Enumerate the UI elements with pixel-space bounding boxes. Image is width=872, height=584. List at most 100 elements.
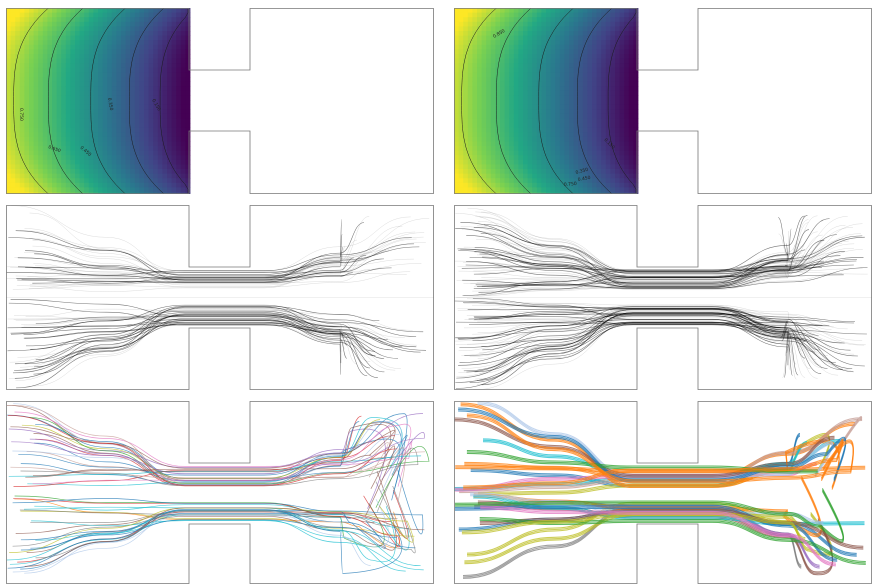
potential-field-right: 0.850 0.150 0.350 0.450 0.750 — [454, 8, 872, 194]
trajectory — [19, 509, 398, 519]
streamline — [457, 215, 805, 272]
trajectory-group — [6, 403, 430, 574]
domain-outline — [6, 8, 434, 194]
streamline — [10, 304, 373, 356]
streamline — [479, 308, 820, 351]
streamline-group — [6, 205, 430, 389]
streamline — [463, 319, 834, 329]
streamline — [13, 308, 372, 344]
contour-line — [129, 8, 165, 194]
trajectory — [20, 513, 351, 541]
streamline — [466, 315, 843, 344]
streamline — [454, 241, 802, 282]
streamline — [6, 257, 351, 284]
streamline — [25, 250, 367, 281]
streamline — [477, 258, 795, 286]
trajectory-group — [454, 401, 866, 579]
streamline — [481, 252, 863, 277]
streamline — [12, 251, 390, 290]
trajectory — [454, 505, 838, 559]
trajectory — [460, 405, 840, 490]
streamline — [34, 219, 342, 278]
streamline — [473, 315, 865, 346]
streamline — [8, 302, 348, 346]
trajectory — [8, 455, 422, 477]
streamline — [10, 259, 367, 279]
trajectory — [454, 488, 844, 541]
streamline — [476, 308, 828, 385]
streamlines-gray-left — [6, 205, 434, 390]
streamline — [473, 251, 845, 289]
trajectory — [26, 470, 397, 553]
streamline — [472, 298, 793, 376]
streamline — [30, 245, 346, 287]
contour-label: 0.850 — [492, 28, 506, 40]
streamline — [19, 308, 357, 368]
streamline — [473, 262, 822, 272]
streamline — [458, 239, 848, 281]
streamline — [477, 221, 805, 271]
streamline — [454, 304, 851, 371]
streamline — [474, 217, 789, 278]
contour-line — [13, 8, 49, 194]
streamline — [459, 309, 791, 363]
streamline — [15, 316, 371, 352]
streamline — [455, 213, 808, 278]
trajectories-colored-right — [454, 401, 872, 584]
streamline — [477, 311, 803, 351]
domain-outline — [6, 205, 434, 390]
streamline — [468, 314, 851, 351]
streamline — [456, 308, 866, 377]
trajectory — [479, 509, 864, 547]
streamline — [458, 324, 858, 366]
streamline — [23, 324, 427, 351]
streamline — [21, 319, 371, 362]
streamline — [29, 216, 411, 272]
streamline — [477, 267, 868, 289]
streamline — [462, 302, 854, 373]
streamline — [475, 323, 797, 380]
trajectory — [458, 408, 847, 482]
trajectory — [480, 505, 836, 564]
contour-line — [577, 8, 613, 194]
streamline — [477, 313, 819, 381]
trajectory — [32, 423, 412, 485]
contour-label: 0.350 — [575, 167, 589, 176]
trajectory — [480, 506, 836, 565]
streamline — [16, 318, 385, 389]
streamline — [459, 321, 830, 348]
trajectory — [14, 411, 413, 487]
streamline — [21, 246, 344, 283]
streamline — [474, 316, 795, 340]
trajectory — [7, 509, 403, 574]
streamline — [481, 243, 843, 286]
streamline — [32, 239, 370, 284]
trajectory — [31, 520, 406, 572]
trajectory — [30, 485, 416, 554]
streamline — [468, 306, 799, 376]
streamline — [35, 314, 388, 361]
streamline — [460, 226, 868, 275]
streamline — [464, 306, 828, 326]
potential-field-left: 0.750 0.650 0.450 0.350 0.150 — [6, 8, 434, 194]
streamline — [466, 235, 789, 291]
contour-label: 0.450 — [577, 175, 591, 183]
trajectory — [6, 404, 392, 489]
streamline — [481, 312, 828, 386]
streamline — [472, 304, 848, 330]
trajectories-colored-left-svg — [6, 401, 434, 584]
streamline — [473, 227, 858, 275]
streamline — [21, 321, 393, 351]
streamline — [462, 255, 804, 281]
streamline — [30, 305, 380, 350]
streamlines-gray-left-svg — [6, 205, 434, 390]
streamline — [483, 215, 808, 287]
trajectory — [466, 416, 854, 484]
streamline — [475, 211, 848, 287]
contour-label: 0.750 — [18, 108, 24, 121]
streamline — [27, 258, 414, 277]
contour-label: 0.350 — [106, 97, 114, 111]
streamline — [481, 267, 822, 287]
streamline — [12, 313, 424, 374]
streamline — [15, 312, 417, 381]
